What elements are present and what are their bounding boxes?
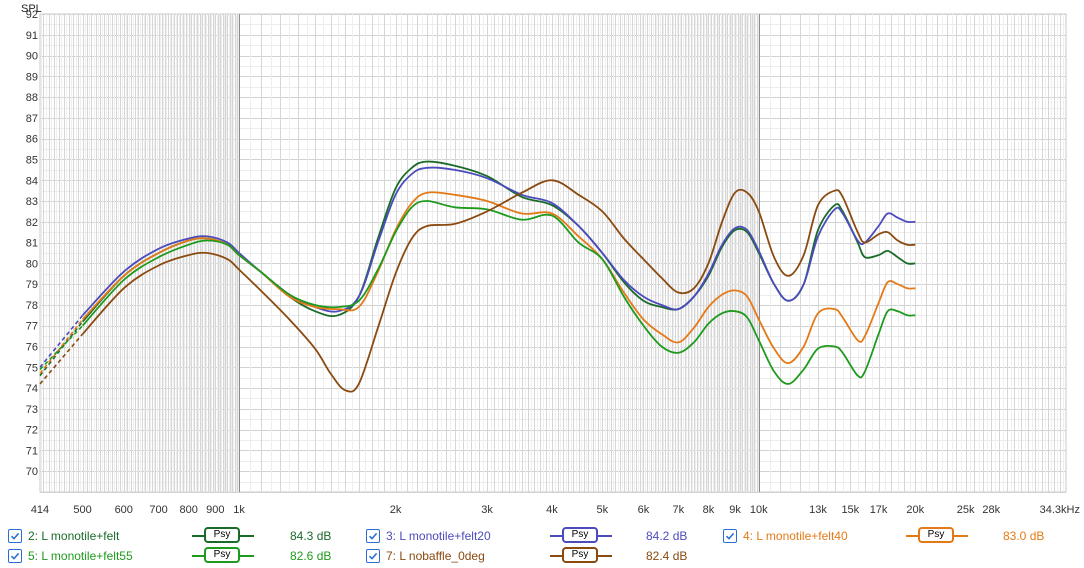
series-extrapolated-line — [39, 321, 84, 377]
x-tick-label: 800 — [180, 504, 198, 516]
x-tick-label: 414 — [31, 504, 49, 516]
y-tick-label: 89 — [26, 71, 38, 83]
psy-label: Psy — [918, 527, 954, 543]
legend-level-value: 82.4 dB — [646, 549, 688, 563]
legend-label: 7: L nobaffle_0deg — [386, 549, 485, 563]
series-5 — [39, 179, 916, 393]
x-tick-label: 500 — [73, 504, 91, 516]
x-tick-label: 25k — [957, 504, 975, 516]
y-tick-label: 77 — [26, 321, 38, 333]
psy-label: Psy — [562, 547, 598, 563]
series-line — [81, 179, 916, 393]
y-axis-tick-labels: 70 71 72 73 74 75 76 77 78 79 80 81 82 83 84 85 86 87 88 89… — [26, 9, 38, 478]
legend-label: 4: L monotile+felt40 — [743, 529, 848, 543]
legend-checkbox[interactable] — [8, 529, 22, 543]
series-extrapolated-line — [39, 325, 84, 370]
y-tick-label: 79 — [26, 279, 38, 291]
x-tick-label: 15k — [841, 504, 859, 516]
legend-item[interactable]: 4: L monotile+felt40 — [723, 526, 848, 546]
y-tick-label: 83 — [26, 196, 38, 208]
y-tick-label: 71 — [26, 445, 38, 457]
series-extrapolated-line — [39, 333, 84, 385]
x-tick-label: 700 — [149, 504, 167, 516]
y-tick-label: 86 — [26, 134, 38, 146]
x-tick-label: 9k — [729, 504, 741, 516]
legend-checkbox[interactable] — [366, 549, 380, 563]
legend-checkbox[interactable] — [723, 529, 737, 543]
y-tick-label: 91 — [26, 30, 38, 42]
y-tick-label: 90 — [26, 51, 38, 63]
psy-label: Psy — [204, 547, 240, 563]
legend-item[interactable]: 3: L monotile+felt20 — [366, 526, 491, 546]
legend-checkbox[interactable] — [8, 549, 22, 563]
x-tick-label: 10k — [750, 504, 768, 516]
x-tick-label: 8k — [703, 504, 715, 516]
legend-line-style-button[interactable]: Psy — [550, 526, 612, 546]
x-tick-label: 28k — [982, 504, 1000, 516]
legend-checkbox[interactable] — [366, 529, 380, 543]
legend-line-style-button[interactable]: Psy — [192, 546, 254, 566]
x-axis-tick-labels: 414 500 600 700 800 900 1k 2k 3k 4k 5k 6k 7k 8k 9k 10k 1… — [31, 504, 1080, 516]
y-axis-title: SPL — [21, 3, 42, 15]
y-tick-label: 74 — [26, 383, 38, 395]
legend-line-style-button[interactable]: Psy — [906, 526, 968, 546]
y-tick-label: 72 — [26, 425, 38, 437]
y-tick-label: 85 — [26, 154, 38, 166]
x-tick-label: 6k — [638, 504, 650, 516]
legend-level-value: 84.3 dB — [290, 529, 332, 543]
legend-line-style-button[interactable]: Psy — [192, 526, 254, 546]
x-tick-label: 7k — [672, 504, 684, 516]
legend: 2: L monotile+felt Psy 84.3 dB 3: L monotil… — [0, 524, 1084, 568]
y-tick-label: 75 — [26, 362, 38, 374]
y-tick-label: 70 — [26, 466, 38, 478]
y-tick-label: 87 — [26, 113, 38, 125]
x-tick-label: 1k — [233, 504, 245, 516]
y-tick-label: 88 — [26, 92, 38, 104]
legend-level-value: 84.2 dB — [646, 529, 688, 543]
x-tick-label: 900 — [206, 504, 224, 516]
series-extrapolated-line — [39, 319, 84, 375]
series-4 — [39, 200, 916, 385]
x-tick-label: 600 — [115, 504, 133, 516]
x-tick-label: 3k — [481, 504, 493, 516]
y-tick-label: 92 — [26, 9, 38, 21]
y-tick-label: 80 — [26, 258, 38, 270]
y-tick-label: 73 — [26, 404, 38, 416]
legend-item[interactable]: 5: L monotile+felt55 — [8, 546, 133, 566]
chart-series — [39, 160, 916, 393]
y-tick-label: 78 — [26, 300, 38, 312]
legend-level-value: 82.6 dB — [290, 549, 332, 563]
x-tick-label: 17k — [870, 504, 888, 516]
x-tick-label: 4k — [546, 504, 558, 516]
legend-item[interactable]: 2: L monotile+felt — [8, 526, 119, 546]
psy-label: Psy — [562, 527, 598, 543]
legend-label: 2: L monotile+felt — [28, 529, 120, 543]
legend-label: 5: L monotile+felt55 — [28, 549, 133, 563]
legend-level-value: 83.0 dB — [1003, 529, 1045, 543]
legend-line-style-button[interactable]: Psy — [550, 546, 612, 566]
x-tick-label: 34.3kHz — [1040, 504, 1080, 516]
legend-label: 3: L monotile+felt20 — [386, 529, 491, 543]
y-tick-label: 84 — [26, 175, 38, 187]
x-tick-label: 13k — [809, 504, 827, 516]
y-tick-label: 81 — [26, 238, 38, 250]
psy-label: Psy — [204, 527, 240, 543]
x-tick-label: 5k — [597, 504, 609, 516]
y-tick-label: 76 — [26, 342, 38, 354]
spl-chart: 70 71 72 73 74 75 76 77 78 79 80 81 82 83 84 85 86 87 88 89… — [21, 3, 1080, 516]
legend-item[interactable]: 7: L nobaffle_0deg — [366, 546, 485, 566]
x-tick-label: 20k — [906, 504, 924, 516]
series-line — [81, 200, 916, 385]
y-tick-label: 82 — [26, 217, 38, 229]
x-tick-label: 2k — [390, 504, 402, 516]
